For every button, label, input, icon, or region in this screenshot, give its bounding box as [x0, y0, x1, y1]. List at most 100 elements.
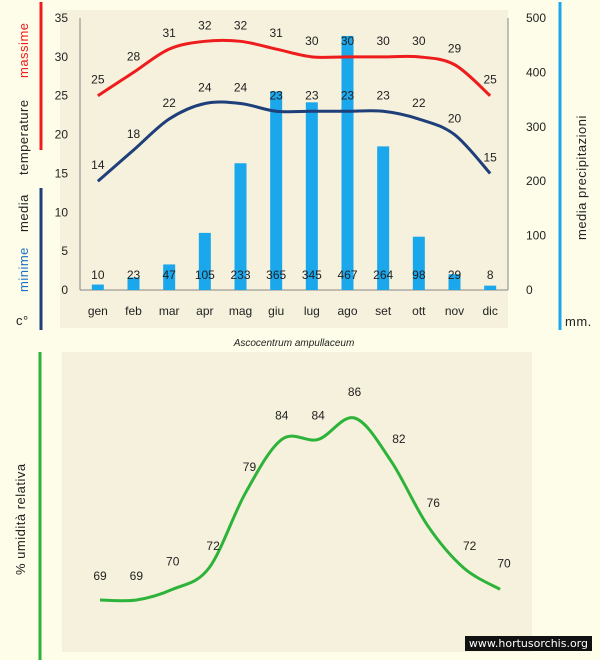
max-temp-label: 31	[269, 26, 283, 40]
max-temp-label: 30	[305, 34, 319, 48]
month-tick-label: mar	[159, 304, 180, 318]
humidity-data-label: 70	[166, 554, 180, 568]
precip-bar	[448, 274, 461, 290]
max-temp-label: 28	[127, 49, 141, 63]
temp-tick-label: 25	[55, 89, 69, 103]
precip-bar	[91, 284, 104, 290]
precip-bar	[484, 285, 497, 290]
temp-tick-label: 15	[55, 166, 69, 180]
humidity-data-label: 84	[275, 408, 289, 422]
max-temp-label: 25	[483, 73, 497, 87]
precip-tick-label: 200	[526, 174, 546, 188]
max-temp-label: 31	[162, 26, 176, 40]
massime-label: massime	[16, 22, 31, 78]
month-tick-label: feb	[125, 304, 142, 318]
max-temp-line	[97, 38, 492, 97]
precip-data-label: 29	[448, 268, 462, 282]
precip-data-label: 47	[162, 268, 176, 282]
precip-bar	[305, 102, 318, 290]
species-caption: Ascocentrum ampullaceum	[233, 338, 355, 349]
max-temp-label: 30	[341, 34, 355, 48]
min-temp-label: 22	[412, 96, 426, 110]
max-temp-label: 25	[91, 73, 105, 87]
min-temp-label: 14	[91, 158, 105, 172]
precip-bar	[270, 91, 283, 290]
min-temp-line	[96, 100, 492, 183]
month-tick-label: lug	[304, 304, 320, 318]
min-temp-label: 23	[269, 88, 283, 102]
top-plot-area	[60, 10, 508, 328]
precip-tick-label: 500	[526, 11, 546, 25]
precip-data-label: 264	[373, 268, 393, 282]
precip-data-label: 10	[91, 268, 105, 282]
temp-tick-label: 10	[55, 205, 69, 219]
media-left-label: media	[16, 194, 31, 232]
humidity-data-label: 84	[312, 408, 326, 422]
precip-bar	[127, 277, 140, 290]
humidity-axis-title: % umidità relativa	[13, 463, 28, 575]
temp-tick-label: 30	[55, 50, 69, 64]
precip-bar	[234, 163, 247, 290]
humidity-data-label: 72	[463, 539, 477, 553]
temp-tick-label: 5	[61, 244, 68, 258]
precip-data-label: 23	[127, 268, 141, 282]
precip-data-label: 233	[230, 268, 250, 282]
precip-bar	[163, 264, 176, 290]
temperature-label: temperature	[16, 99, 31, 175]
precip-data-label: 467	[337, 268, 357, 282]
month-tick-label: dic	[482, 304, 497, 318]
precip-data-label: 105	[195, 268, 215, 282]
humidity-data-label: 72	[206, 539, 220, 553]
bottom-plot-area	[62, 352, 532, 652]
month-tick-label: nov	[445, 304, 464, 318]
month-tick-label: gen	[88, 304, 108, 318]
humidity-data-label: 70	[497, 556, 511, 570]
precip-label: media precipitazioni	[574, 115, 589, 240]
min-temp-label: 20	[448, 112, 462, 126]
precip-bar	[412, 236, 425, 290]
min-temp-label: 24	[234, 80, 248, 94]
min-temp-label: 15	[483, 150, 497, 164]
month-tick-label: giu	[268, 304, 284, 318]
precip-data-label: 365	[266, 268, 286, 282]
min-temp-label: 18	[127, 127, 141, 141]
precip-bar	[377, 146, 390, 290]
precip-bar	[341, 35, 354, 291]
min-temp-label: 23	[305, 88, 319, 102]
max-temp-label: 29	[448, 42, 462, 56]
humidity-data-label: 69	[93, 569, 107, 583]
month-tick-label: apr	[196, 304, 213, 318]
mm-label: mm.	[565, 314, 592, 329]
humidity-data-label: 82	[392, 432, 406, 446]
precip-tick-label: 0	[526, 283, 533, 297]
min-temp-label: 22	[162, 96, 176, 110]
precip-data-label: 98	[412, 268, 426, 282]
max-temp-label: 32	[198, 18, 212, 32]
precip-bar	[198, 232, 211, 290]
min-temp-label: 24	[198, 80, 212, 94]
humidity-data-label: 69	[130, 569, 144, 583]
celsius-label: c°	[16, 313, 29, 328]
precip-data-label: 8	[487, 268, 494, 282]
month-tick-label: set	[375, 304, 392, 318]
temp-tick-label: 35	[55, 11, 69, 25]
watermark: www.hortusorchis.org	[464, 636, 592, 651]
precip-tick-label: 300	[526, 120, 546, 134]
month-tick-label: ago	[337, 304, 357, 318]
min-temp-label: 23	[376, 88, 390, 102]
temp-tick-label: 20	[55, 128, 69, 142]
month-tick-label: ott	[412, 304, 426, 318]
humidity-data-label: 86	[348, 385, 362, 399]
min-temp-label: 23	[341, 88, 355, 102]
max-temp-label: 30	[412, 34, 426, 48]
humidity-data-label: 76	[427, 496, 441, 510]
max-temp-label: 32	[234, 18, 248, 32]
month-tick-label: mag	[229, 304, 252, 318]
precip-tick-label: 400	[526, 65, 546, 79]
temp-tick-label: 0	[61, 283, 68, 297]
precip-data-label: 345	[302, 268, 322, 282]
humidity-data-label: 79	[243, 460, 257, 474]
minime-label: minime	[16, 247, 31, 292]
precip-tick-label: 100	[526, 229, 546, 243]
